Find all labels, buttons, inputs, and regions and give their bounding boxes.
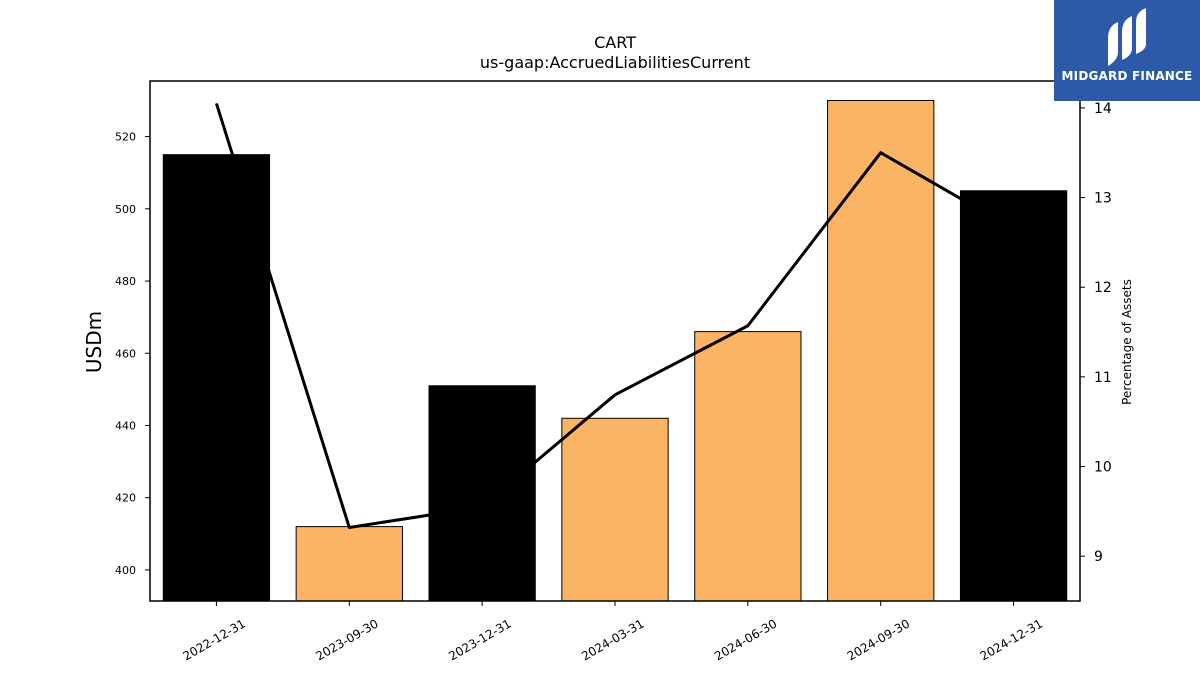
y-tick-label-500: 500 — [115, 203, 136, 216]
y-axis-label: USDm — [82, 311, 106, 373]
bar-2024-06-30 — [694, 331, 802, 602]
bar-2023-12-31 — [428, 385, 536, 602]
percentage-line — [214, 102, 1015, 529]
y-right-tick-label-13: 13 — [1094, 191, 1112, 207]
x-tick-label-2024-09-30: 2024-09-30 — [845, 616, 912, 663]
y-axis-right-label: Percentage of Assets — [1120, 279, 1134, 405]
y-tick-label-460: 460 — [115, 347, 136, 360]
y-tick-label-480: 480 — [115, 275, 136, 288]
bar-2023-09-30 — [295, 526, 403, 602]
chart-title: CART — [594, 33, 636, 52]
bar-2022-12-31 — [162, 154, 271, 602]
x-tick-label-2024-03-31: 2024-03-31 — [579, 616, 646, 663]
logo-text: MIDGARD FINANCE — [1061, 69, 1193, 83]
x-tick-label-2024-12-31: 2024-12-31 — [978, 616, 1045, 663]
bar-2024-03-31 — [561, 417, 669, 602]
bar-2024-09-30 — [827, 100, 935, 602]
brand-logo: MIDGARD FINANCE — [1054, 0, 1200, 101]
y-tick-label-400: 400 — [115, 564, 136, 577]
y-right-tick-label-11: 11 — [1094, 370, 1112, 386]
y-tick-label-440: 440 — [115, 420, 136, 433]
y-tick-label-520: 520 — [115, 131, 136, 144]
logo-mark-icon — [1108, 8, 1146, 66]
x-tick-label-2023-12-31: 2023-12-31 — [446, 616, 513, 663]
chart-subtitle: us-gaap:AccruedLiabilitiesCurrent — [480, 53, 750, 72]
y-tick-label-420: 420 — [115, 492, 136, 505]
y-right-tick-label-14: 14 — [1094, 101, 1112, 117]
y-right-tick-label-10: 10 — [1094, 460, 1112, 476]
plot-area: 400 420 440 460 480 500 520 9 10 11 12 13 14 2022-12-… — [115, 80, 1112, 663]
x-tick-label-2023-09-30: 2023-09-30 — [313, 616, 380, 663]
x-tick-label-2022-12-31: 2022-12-31 — [181, 616, 248, 663]
y-right-tick-label-12: 12 — [1094, 280, 1112, 296]
bar-2024-12-31 — [959, 190, 1068, 602]
y-right-tick-label-9: 9 — [1094, 549, 1103, 565]
x-tick-label-2024-06-30: 2024-06-30 — [712, 616, 779, 663]
